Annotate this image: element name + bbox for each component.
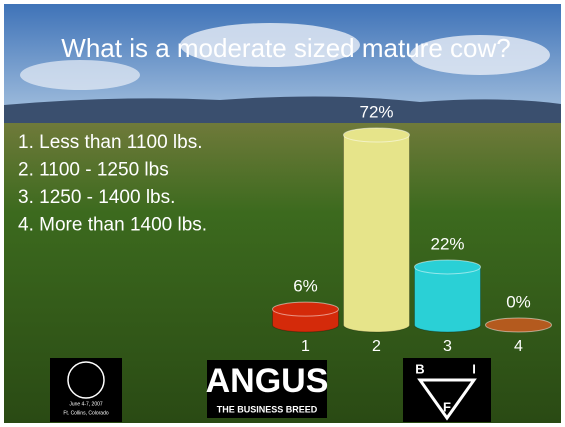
- bif-letter: F: [443, 399, 451, 414]
- bif-seal: [50, 358, 122, 422]
- category-label: 2: [372, 338, 381, 355]
- value-label: 22%: [430, 234, 464, 253]
- value-label: 72%: [359, 102, 393, 121]
- answer-option: 4. More than 1400 lbs.: [18, 215, 207, 236]
- category-label: 4: [514, 338, 523, 355]
- cloud: [20, 60, 140, 90]
- cloud: [410, 35, 550, 75]
- seal-ring: [67, 361, 105, 399]
- mountains: [4, 96, 561, 125]
- value-label: 0%: [506, 292, 531, 311]
- cylinder-top: [343, 127, 410, 143]
- category-label: 3: [443, 338, 452, 355]
- bif-letter: B: [415, 361, 424, 376]
- bif-triangle: [417, 378, 477, 421]
- angus-name: ANGUS: [206, 362, 329, 400]
- answer-option: 3. 1250 - 1400 lbs.: [18, 187, 175, 208]
- cylinder-top: [272, 301, 339, 317]
- angus-tagline: THE BUSINESS BREED: [217, 404, 318, 414]
- answer-option: 2. 1100 - 1250 lbs: [18, 160, 169, 181]
- cylinder-bar: [414, 266, 481, 333]
- cylinder-top: [485, 317, 552, 333]
- seal-date: June 4-7, 2007: [69, 401, 103, 407]
- cylinder-bar: [343, 134, 410, 333]
- answer-option: 1. Less than 1100 lbs.: [18, 132, 203, 153]
- seal-place: Ft. Collins, Colorado: [63, 410, 109, 416]
- value-label: 6%: [293, 277, 318, 296]
- angus-logo: [207, 360, 327, 418]
- category-label: 1: [301, 338, 310, 355]
- bif-letter: I: [472, 361, 476, 376]
- cloud: [180, 23, 360, 67]
- cylinder-top: [414, 259, 481, 275]
- slide-title: What is a moderate sized mature cow?: [61, 33, 510, 63]
- bif-logo: [403, 358, 491, 422]
